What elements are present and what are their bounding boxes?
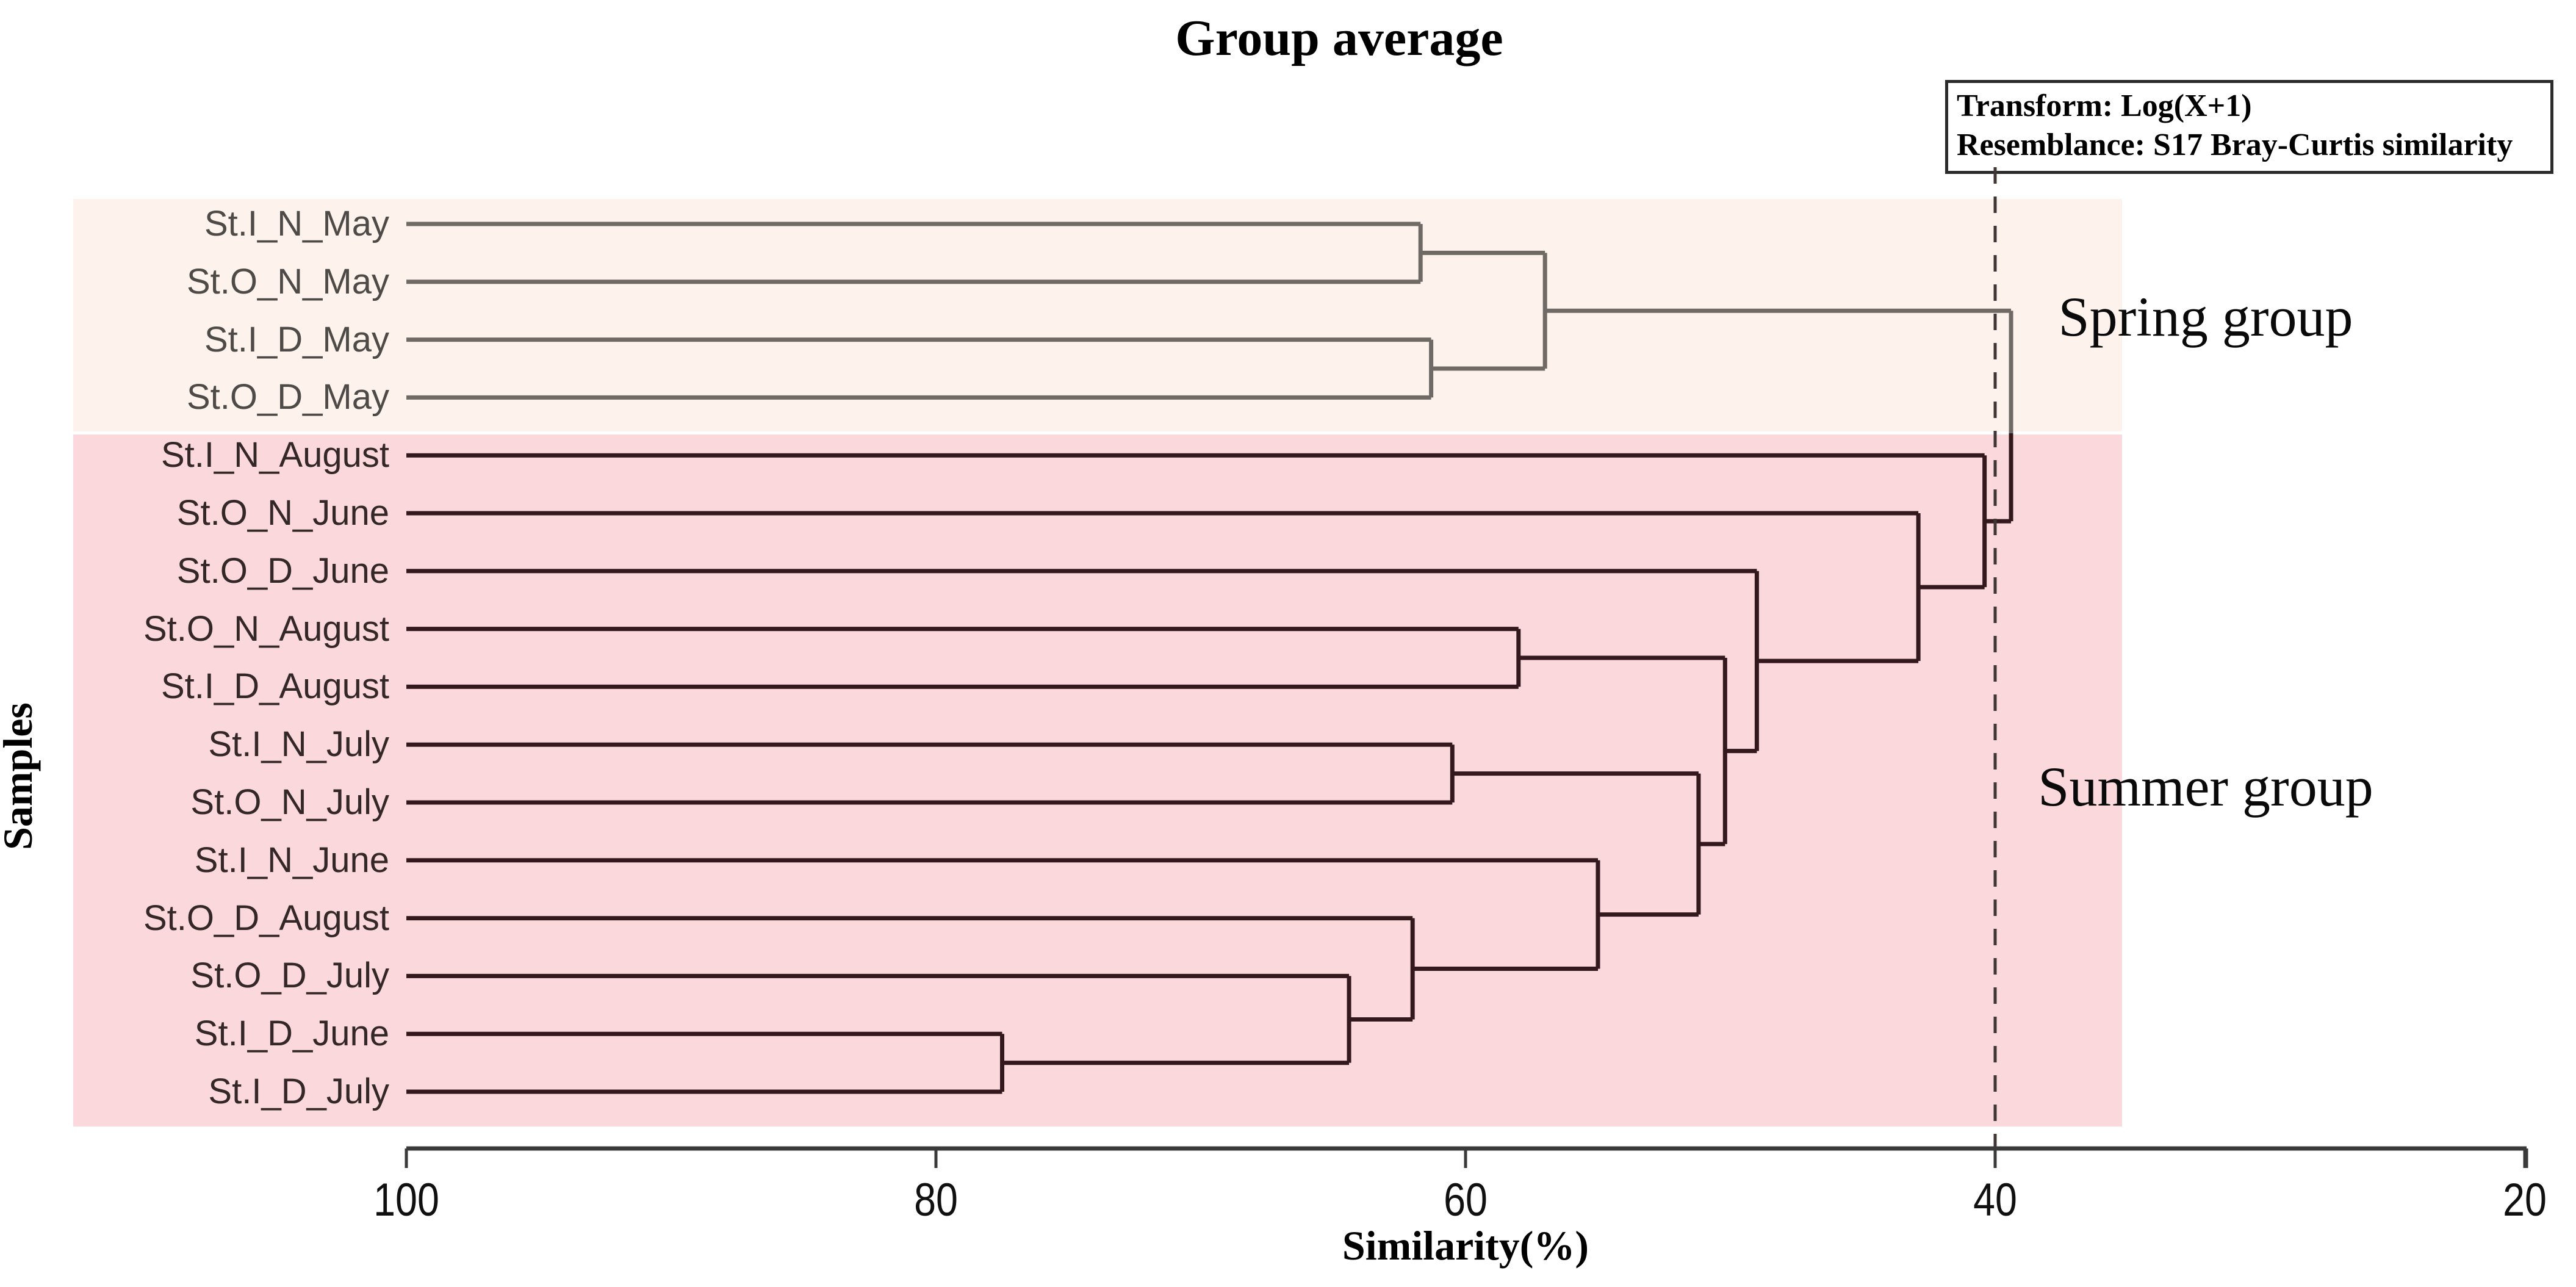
summer-group-label: Summer group xyxy=(2038,755,2373,818)
x-axis-tick-label: 100 xyxy=(373,1173,439,1225)
y-axis-title: Samples xyxy=(0,702,41,850)
sample-label: St.O_D_August xyxy=(143,898,389,938)
spring-band xyxy=(73,199,2122,431)
analysis-info-box: Transform: Log(X+1) Resemblance: S17 Bra… xyxy=(1945,80,2553,174)
sample-label: St.O_D_June xyxy=(176,550,389,591)
sample-label: St.O_N_August xyxy=(143,608,389,649)
sample-label: St.I_D_July xyxy=(208,1072,389,1111)
x-axis-tick-label: 20 xyxy=(2503,1173,2547,1225)
sample-label: St.I_D_May xyxy=(204,319,389,359)
spring-group-label: Spring group xyxy=(2058,286,2353,348)
sample-label: St.I_N_July xyxy=(208,724,389,765)
x-axis-tick-label: 40 xyxy=(1973,1173,2017,1225)
sample-label: St.O_D_May xyxy=(187,377,389,417)
sample-label: St.O_N_June xyxy=(176,493,389,533)
x-axis-tick-label: 80 xyxy=(914,1173,958,1225)
sample-label: St.I_N_May xyxy=(204,204,389,243)
x-axis-tick-label: 60 xyxy=(1444,1173,1488,1225)
x-axis-title: Similarity(%) xyxy=(1342,1222,1589,1269)
sample-label: St.O_D_July xyxy=(190,956,389,996)
sample-label: St.I_D_June xyxy=(194,1014,389,1054)
sample-label: St.O_N_May xyxy=(187,261,389,301)
sample-label: St.I_D_August xyxy=(161,666,389,707)
summer-band xyxy=(73,434,2122,1127)
sample-label: St.I_N_June xyxy=(194,840,389,880)
resemblance-info: Resemblance: S17 Bray-Curtis similarity xyxy=(1957,128,2513,162)
transform-info: Transform: Log(X+1) xyxy=(1957,88,2252,123)
page-title: Group average xyxy=(1175,10,1503,67)
sample-label: St.I_N_August xyxy=(161,435,389,475)
sample-label: St.O_N_July xyxy=(190,782,389,822)
